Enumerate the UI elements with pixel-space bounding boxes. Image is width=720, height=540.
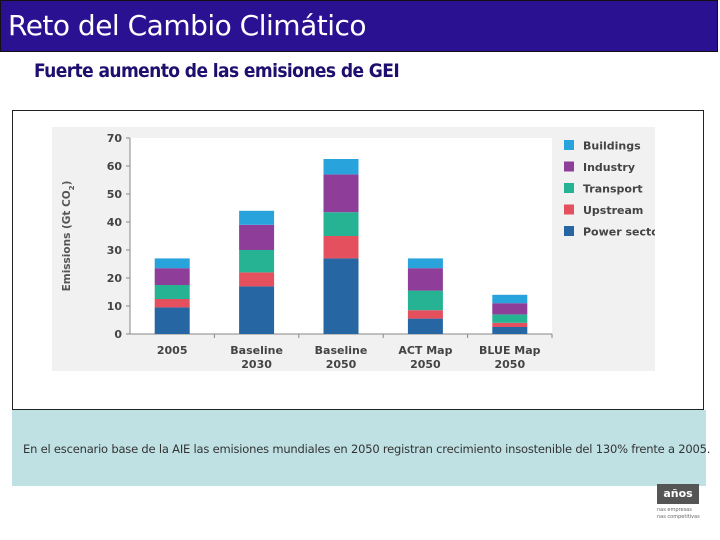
- y-tick-label: 0: [114, 328, 122, 341]
- bar-segment: [239, 272, 275, 287]
- y-tick-label: 20: [107, 272, 123, 285]
- bar-segment: [239, 286, 275, 334]
- bar-segment: [154, 307, 190, 334]
- x-tick-label: Baseline: [315, 344, 368, 357]
- title-bar: Reto del Cambio Climático: [0, 0, 718, 52]
- bar-segment: [407, 258, 443, 269]
- x-tick-label: ACT Map: [398, 344, 452, 357]
- logo-line-1: nas empresas: [657, 507, 692, 513]
- logo-line-2: nas competitivas: [657, 514, 700, 520]
- bar-segment: [154, 299, 190, 308]
- bar-segment: [154, 258, 190, 269]
- legend-swatch: [564, 140, 574, 150]
- bar-segment: [407, 268, 443, 291]
- bar-segment: [407, 318, 443, 334]
- y-axis-label: Emissions (Gt CO2): [61, 181, 76, 292]
- bar-segment: [492, 314, 528, 323]
- x-tick-label: BLUE Map: [479, 344, 541, 357]
- x-tick-label-line2: 2050: [326, 358, 357, 371]
- bar-segment: [323, 174, 359, 213]
- y-tick-label: 60: [107, 160, 123, 173]
- bar-segment: [323, 236, 359, 259]
- y-tick-label: 30: [107, 244, 123, 257]
- legend-label: Industry: [583, 161, 635, 174]
- bar-segment: [239, 250, 275, 273]
- bar-segment: [323, 212, 359, 236]
- bar-segment: [154, 268, 190, 285]
- y-tick-label: 70: [107, 132, 123, 145]
- x-tick-label-line2: 2050: [410, 358, 441, 371]
- legend-label: Buildings: [583, 140, 641, 153]
- bar-segment: [492, 294, 528, 304]
- y-tick-label: 10: [107, 300, 123, 313]
- bar-segment: [492, 303, 528, 315]
- x-tick-label: Baseline: [230, 344, 283, 357]
- legend-swatch: [564, 161, 574, 172]
- x-tick-label-line2: 2050: [494, 358, 525, 371]
- page-subtitle: Fuerte aumento de las emisiones de GEI: [34, 60, 400, 82]
- bar-segment: [407, 290, 443, 311]
- legend-swatch: [564, 204, 574, 215]
- bar-segment: [323, 258, 359, 334]
- logo-badge: años: [657, 484, 699, 504]
- y-tick-label: 50: [107, 188, 123, 201]
- page-title: Reto del Cambio Climático: [8, 9, 367, 42]
- bar-segment: [323, 159, 359, 175]
- legend-swatch: [564, 226, 574, 236]
- bar-segment: [239, 224, 275, 250]
- caption-box: En el escenario base de la AIE las emisi…: [12, 410, 710, 486]
- legend-label: Transport: [583, 183, 643, 196]
- bar-segment: [154, 285, 190, 299]
- bar-segment: [407, 310, 443, 319]
- company-logo: años nas empresas nas competitivas: [657, 484, 700, 524]
- bar-segment: [239, 210, 275, 225]
- legend-label: Power sector: [583, 226, 655, 239]
- bar-segment: [492, 327, 528, 334]
- x-tick-label-line2: 2030: [241, 358, 272, 371]
- caption-text: En el escenario base de la AIE las emisi…: [23, 442, 711, 456]
- bar-segment: [492, 322, 528, 327]
- x-tick-label: 2005: [157, 344, 188, 357]
- legend-swatch: [564, 183, 574, 193]
- y-tick-label: 40: [107, 216, 123, 229]
- legend-label: Upstream: [583, 204, 643, 217]
